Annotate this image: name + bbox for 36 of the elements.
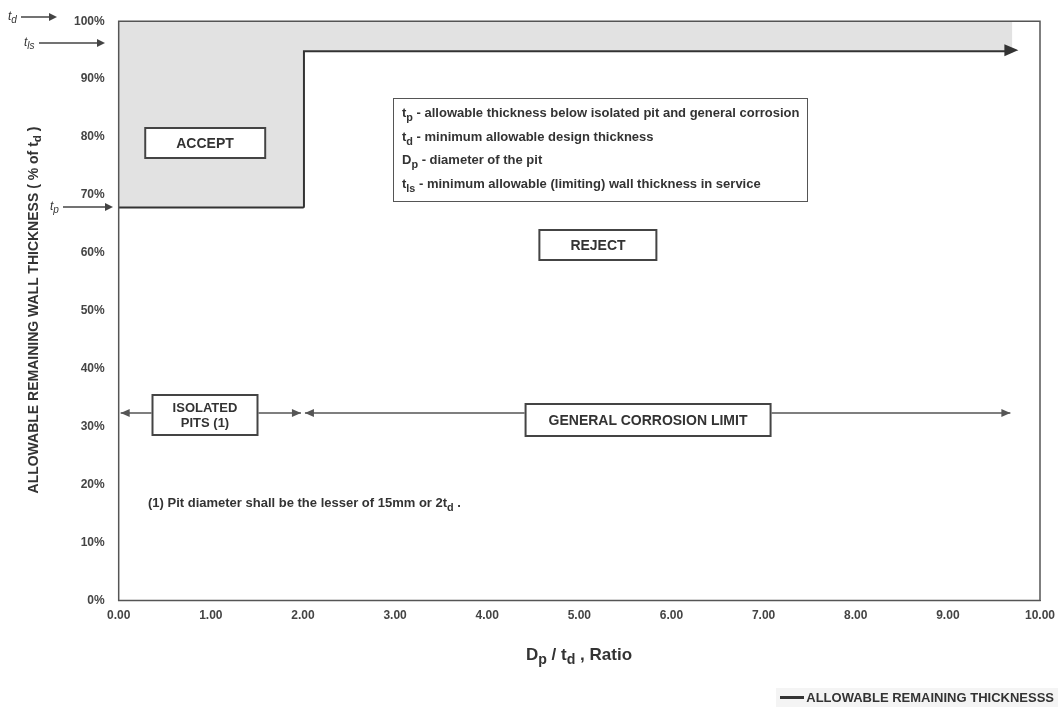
- x-tick-label: 8.00: [844, 608, 868, 623]
- text-box: ACCEPT: [144, 127, 266, 159]
- x-tick-label: 2.00: [291, 608, 315, 623]
- text-box: GENERAL CORROSION LIMIT: [524, 403, 772, 437]
- y-tick-label: 40%: [80, 361, 106, 376]
- text-box: REJECT: [538, 229, 658, 261]
- text-box: ISOLATED PITS (1): [151, 394, 259, 436]
- y-tick-label: 50%: [80, 303, 106, 318]
- x-tick-label: 3.00: [383, 608, 408, 623]
- y-tick-label: 20%: [80, 477, 106, 492]
- text: t$_{d}$: [8, 9, 17, 26]
- x-tick-label: 6.00: [659, 608, 684, 623]
- y-tick-label: 0%: [87, 592, 106, 607]
- legend-label: ALLOWABLE REMAINING THICKNESSS: [776, 688, 1058, 707]
- y-tick-label: 30%: [80, 419, 106, 434]
- y-tick-label: 80%: [80, 129, 106, 144]
- x-tick-label: 7.00: [751, 608, 776, 623]
- x-tick-label: 1.00: [199, 608, 223, 623]
- x-tick-label: 5.00: [567, 608, 592, 623]
- y-tick-label: 70%: [80, 187, 106, 202]
- text: t$_{ls}$: [24, 35, 35, 52]
- text: t$_{d}$ - minimum allowable design thickness: [402, 128, 654, 147]
- x-axis-title: D$_{p}$ / t$_{d}$ , Ratio: [525, 645, 633, 668]
- text: D$_{p}$ - diameter of the pit: [402, 152, 543, 170]
- y-tick-label: 60%: [80, 245, 106, 260]
- text: t$_{p}$: [50, 199, 59, 216]
- y-tick-label: 10%: [80, 534, 106, 549]
- x-tick-label: 9.00: [936, 608, 960, 623]
- x-tick-label: 0.00: [107, 608, 131, 623]
- y-tick-label: 100%: [73, 13, 106, 28]
- x-tick-label: 10.00: [1024, 608, 1056, 623]
- x-tick-label: 4.00: [475, 608, 500, 623]
- text: t$_{p}$ - allowable thickness below isolated pit and general corrosion: [402, 105, 800, 123]
- annotation: (1) Pit diameter shall be the lesser of 15mm or 2t$_{d}$ .: [148, 495, 461, 513]
- y-tick-label: 90%: [80, 71, 106, 86]
- text: t$_{ls}$ - minimum allowable (limiting) wall thickness in service: [402, 175, 761, 194]
